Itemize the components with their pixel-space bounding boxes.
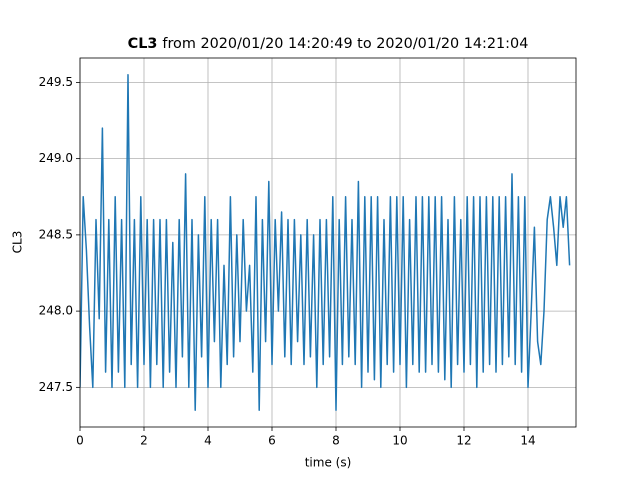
data-line xyxy=(80,74,571,411)
x-tick-label: 2 xyxy=(140,434,148,448)
y-tick-label: 248.5 xyxy=(39,227,73,241)
x-tick-label: 4 xyxy=(204,434,212,448)
chart-title: CL3 from 2020/01/20 14:20:49 to 2020/01/2… xyxy=(128,36,529,52)
y-tick-label: 248.0 xyxy=(39,304,73,318)
title-rest: from 2020/01/20 14:20:49 to 2020/01/20 1… xyxy=(162,36,528,52)
x-tick-label: 10 xyxy=(392,434,407,448)
x-tick-label: 6 xyxy=(268,434,276,448)
plot-frame xyxy=(79,57,577,428)
y-axis-label: CL3 xyxy=(11,231,25,254)
x-axis-label: time (s) xyxy=(305,456,352,470)
x-tick-label: 8 xyxy=(332,434,340,448)
x-tick-label: 14 xyxy=(520,434,535,448)
y-tick-label: 249.5 xyxy=(39,75,73,89)
x-tick-label: 12 xyxy=(456,434,471,448)
x-tick-label: 0 xyxy=(76,434,84,448)
title-bold: CL3 xyxy=(128,36,158,52)
y-tick-label: 249.0 xyxy=(39,151,73,165)
y-tick-label: 247.5 xyxy=(39,380,73,394)
